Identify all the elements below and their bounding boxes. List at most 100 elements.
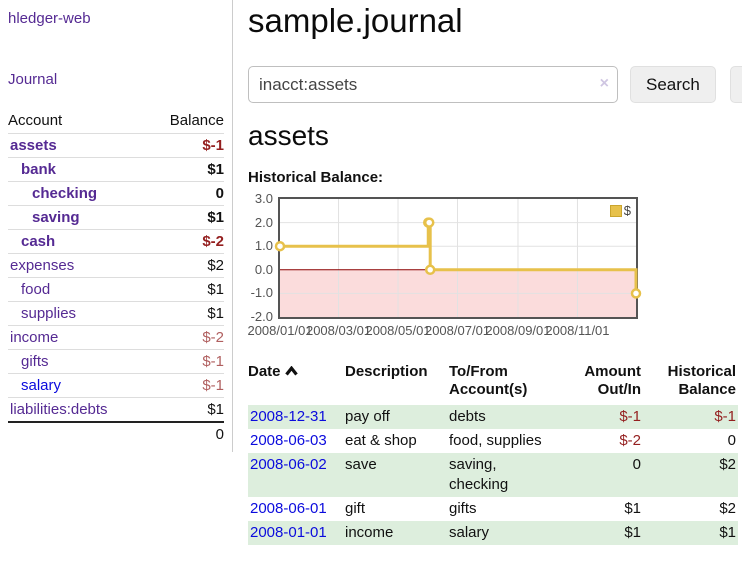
- brand: hledger-web: [8, 10, 224, 27]
- account-balance: $-1: [202, 353, 224, 370]
- balance-column-header: Balance: [169, 112, 224, 129]
- chart-plot-area[interactable]: $: [274, 197, 642, 319]
- accounts-total-value: 0: [215, 426, 224, 443]
- transaction-balance-cell: $1: [719, 524, 736, 541]
- transaction-date-link[interactable]: 2008-06-03: [250, 432, 327, 449]
- account-balance: $-1: [202, 137, 224, 154]
- x-axis-tick-label: 2008/11/01: [545, 323, 610, 338]
- register-column-description: Description: [345, 363, 428, 380]
- sidebar-account-checking[interactable]: checking: [32, 185, 98, 202]
- account-balance: 0: [215, 185, 224, 202]
- transaction-date-cell: 2008-12-31: [248, 405, 345, 429]
- chart-legend: $: [607, 202, 633, 219]
- x-axis-tick-label: 2008/03/01: [305, 323, 372, 338]
- sidebar-account-row: saving $1: [8, 205, 224, 229]
- transaction-description-cell: income: [345, 524, 394, 541]
- transaction-accounts-cell: salary: [449, 524, 490, 541]
- data-point-marker: [423, 217, 435, 228]
- transaction-amount-cell: $-1: [619, 408, 641, 425]
- transaction-amount-cell: $1: [624, 500, 641, 517]
- transaction-date-link[interactable]: 2008-12-31: [250, 408, 327, 425]
- sidebar-account-supplies[interactable]: supplies: [21, 305, 77, 322]
- register-table: Date Description To/From Account(s) Amount …: [248, 361, 738, 545]
- transaction-balance-cell: 0: [727, 432, 736, 449]
- account-balance: $1: [207, 401, 224, 418]
- transaction-amount-cell: 0: [632, 456, 641, 473]
- register-column-to-from-account-s-: To/From Account(s): [449, 363, 528, 398]
- main-content: sample.journal × Search ? assets Histori…: [233, 0, 742, 545]
- account-balance: $1: [207, 209, 224, 226]
- data-point-marker: [424, 264, 436, 276]
- sidebar-account-row: food $1: [8, 277, 224, 301]
- sidebar-account-bank[interactable]: bank: [21, 161, 57, 178]
- transaction-date-link[interactable]: 2008-01-01: [250, 524, 327, 541]
- chart-canvas: [274, 199, 642, 317]
- register-body: 2008-12-31 pay off debts $-1 $-1 2008-06-03 ea…: [248, 405, 738, 545]
- sidebar-account-row: salary $-1: [8, 373, 224, 397]
- sidebar-account-row: expenses $2: [8, 253, 224, 277]
- transaction-date-cell: 2008-06-01: [248, 497, 345, 521]
- sidebar-account-assets[interactable]: assets: [10, 137, 57, 154]
- transaction-accounts-cell: gifts: [449, 500, 477, 517]
- account-column-header: Account: [8, 112, 63, 129]
- sidebar-account-gifts[interactable]: gifts: [21, 353, 49, 370]
- register-column-date[interactable]: Date: [248, 361, 345, 405]
- accounts-rows: assets $-1 bank $1 checking 0 saving $1 cash $-2 e…: [8, 133, 224, 421]
- transaction-amount-cell: $-2: [619, 432, 641, 449]
- transaction-accounts-cell: debts: [449, 408, 486, 425]
- journal-link[interactable]: Journal: [8, 71, 58, 88]
- transaction-date-link[interactable]: 2008-06-02: [250, 456, 327, 473]
- transaction-accounts-cell: food, supplies: [449, 432, 542, 449]
- account-balance: $2: [207, 257, 224, 274]
- transaction-description-cell: gift: [345, 500, 366, 517]
- page-title: sample.journal: [248, 2, 463, 39]
- x-axis-tick-label: 2008/07/01: [424, 323, 491, 338]
- sort-ascending-icon: [284, 366, 298, 376]
- transaction-balance-cell: $2: [719, 500, 736, 517]
- sidebar-account-food[interactable]: food: [21, 281, 51, 298]
- sidebar-account-row: assets $-1: [8, 133, 224, 157]
- sidebar-account-liabilities-debts[interactable]: liabilities:debts: [10, 401, 108, 418]
- search-bar: × Search ?: [248, 66, 742, 103]
- data-point-marker: [630, 288, 642, 299]
- y-axis-tick-label: -2.0: [250, 309, 273, 324]
- y-axis-tick-label: 0.0: [254, 261, 273, 277]
- sidebar-account-cash[interactable]: cash: [21, 233, 56, 250]
- y-axis-tick-label: 2.0: [254, 214, 273, 230]
- accounts-table: Account Balance assets $-1 bank $1 checking 0…: [8, 109, 224, 446]
- transaction-date-cell: 2008-01-01: [248, 521, 345, 545]
- chart-section-label: Historical Balance:: [248, 169, 384, 186]
- sidebar-account-row: income $-2: [8, 325, 224, 349]
- account-balance: $1: [207, 281, 224, 298]
- x-axis-tick-label: 2008/09/01: [485, 323, 551, 338]
- transaction-date-link[interactable]: 2008-06-01: [250, 500, 327, 517]
- sidebar-account-expenses[interactable]: expenses: [10, 257, 75, 274]
- register-column-amount-out-in: Amount Out/In: [584, 363, 641, 398]
- transaction-row: 2008-06-03 eat & shop food, supplies $-2 0: [248, 429, 738, 453]
- transaction-description-cell: eat & shop: [345, 432, 417, 449]
- transaction-date-cell: 2008-06-02: [248, 453, 345, 497]
- transaction-accounts-cell: saving, checking: [449, 456, 509, 493]
- x-axis-tick-label: 2008/05/01: [365, 323, 431, 338]
- transaction-date-cell: 2008-06-03: [248, 429, 345, 453]
- account-balance: $1: [207, 161, 224, 178]
- transaction-balance-cell: $2: [719, 456, 736, 473]
- account-balance: $-1: [202, 377, 224, 394]
- transaction-description-cell: pay off: [345, 408, 390, 425]
- clear-search-icon[interactable]: ×: [599, 75, 609, 92]
- accounts-table-header: Account Balance: [8, 109, 224, 133]
- transaction-row: 2008-01-01 income salary $1 $1: [248, 521, 738, 545]
- account-title: assets: [248, 120, 329, 151]
- nav-journal: Journal: [8, 71, 224, 88]
- account-balance: $-2: [202, 233, 224, 250]
- search-input[interactable]: [248, 66, 618, 103]
- sidebar-account-income[interactable]: income: [10, 329, 59, 346]
- search-button[interactable]: Search: [630, 66, 716, 103]
- sidebar-account-saving[interactable]: saving: [32, 209, 80, 226]
- sidebar-account-row: liabilities:debts $1: [8, 397, 224, 421]
- y-axis-tick-label: -1.0: [250, 285, 273, 301]
- sidebar-account-salary[interactable]: salary: [21, 377, 62, 394]
- sidebar-account-row: supplies $1: [8, 301, 224, 325]
- brand-link[interactable]: hledger-web: [8, 10, 91, 27]
- help-button[interactable]: ?: [729, 66, 742, 103]
